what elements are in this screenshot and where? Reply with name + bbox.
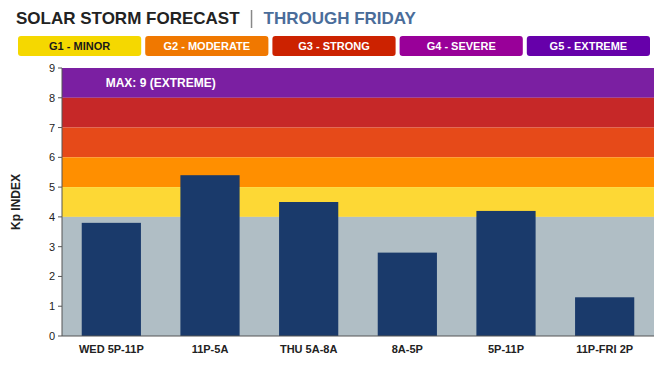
y-tick-label: 7 [49,122,55,134]
band [62,68,654,98]
annotation: MAX: 9 (EXTREME) [106,76,216,90]
chart: SOLAR STORM FORECAST THROUGH FRIDAY G1 - M… [0,0,668,376]
scale-label: G4 - SEVERE [427,40,496,52]
y-tick-label: 6 [49,151,55,163]
bar [378,253,437,336]
y-tick [58,127,62,128]
subtitle: THROUGH FRIDAY [264,9,417,28]
bar [575,297,634,336]
bar [82,223,141,336]
y-tick-label: 4 [49,211,55,223]
y-tick [58,216,62,217]
y-tick-label: 2 [49,270,55,282]
scale-swatch [18,36,141,56]
y-axis-line [62,68,63,336]
scale-label: G5 - EXTREME [550,40,628,52]
scale-swatch [145,36,268,56]
bar [279,202,338,336]
y-tick [58,276,62,277]
x-tick-label: 11P-FRI 2P [576,343,633,355]
title: SOLAR STORM FORECAST [16,9,240,28]
x-tick-label: WED 5P-11P [79,343,144,355]
y-tick [58,97,62,98]
x-tick-label: 5P-11P [488,343,524,355]
x-tick-label: 11P-5A [192,343,229,355]
scale-item: G2 - MODERATE [145,36,268,56]
x-tick-label: THU 5A-8A [280,343,338,355]
title-separator [251,10,253,28]
y-tick-label: 3 [49,241,55,253]
scale-swatch [400,36,523,56]
band [62,217,654,336]
y-tick-label: 0 [49,330,55,342]
scale-swatch [272,36,395,56]
scale-item: G1 - MINOR [18,36,141,56]
bar [180,175,239,336]
band [62,98,654,128]
y-tick-label: 5 [49,181,55,193]
band [62,187,654,217]
band [62,157,654,187]
scale-item: G4 - SEVERE [400,36,523,56]
scale-item: G5 - EXTREME [527,36,650,56]
y-tick [58,246,62,247]
scale-swatch [527,36,650,56]
y-tick [58,306,62,307]
band [62,128,654,158]
scale-label: G2 - MODERATE [164,40,251,52]
scale-item: G3 - STRONG [272,36,395,56]
plot-area [62,68,654,336]
y-tick [58,68,62,69]
y-tick [58,187,62,188]
bar [476,211,535,336]
x-tick-label: 8A-5P [392,343,423,355]
y-axis-label: Kp INDEX [9,174,23,230]
y-tick [58,336,62,337]
y-tick-label: 1 [49,300,55,312]
y-tick [58,157,62,158]
scale-label: G3 - STRONG [298,40,370,52]
x-axis-line [62,336,654,337]
y-tick-label: 9 [49,62,55,74]
scale-label: G1 - MINOR [49,40,110,52]
y-tick-label: 8 [49,92,55,104]
